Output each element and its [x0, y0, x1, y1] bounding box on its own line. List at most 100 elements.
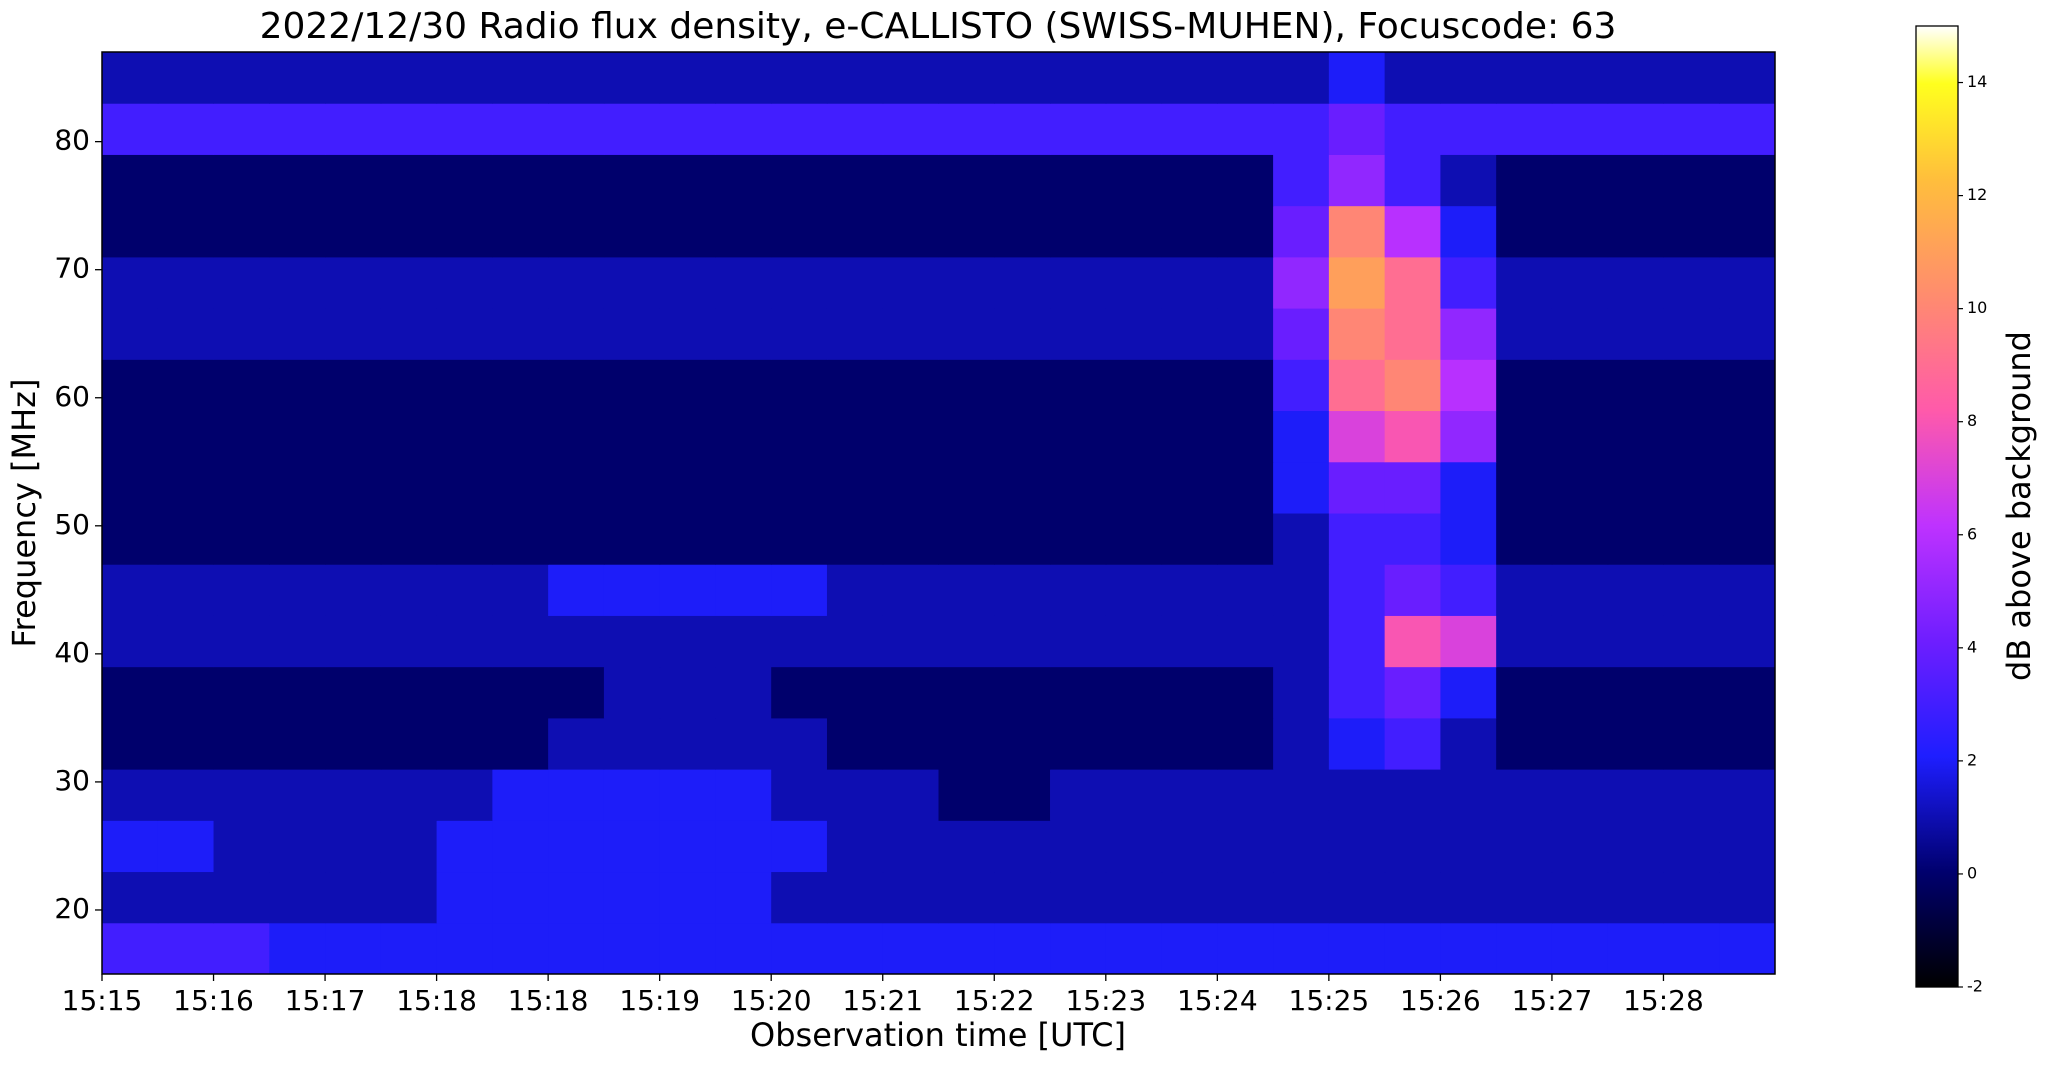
heat-cell — [102, 154, 159, 207]
heat-cell — [1161, 308, 1218, 360]
heat-cell — [1607, 52, 1664, 104]
heat-cell — [994, 820, 1051, 873]
heat-cell — [436, 820, 493, 873]
heat-cell — [1328, 820, 1386, 873]
heat-cell — [157, 820, 215, 873]
heat-cell — [882, 410, 939, 463]
x-axis-label: Observation time [UTC] — [750, 1016, 1126, 1054]
heat-cell — [1719, 871, 1776, 924]
heat-cell — [771, 52, 828, 104]
heat-cell — [1607, 154, 1664, 207]
heat-cell — [1384, 615, 1441, 668]
heat-cell — [1050, 922, 1107, 975]
heat-cell — [1663, 922, 1720, 975]
heat-cell — [1440, 461, 1497, 514]
heat-cell — [1551, 922, 1609, 975]
heat-cell — [157, 256, 215, 309]
heat-cell — [771, 359, 828, 412]
heat-cell — [938, 308, 995, 360]
heat-cell — [1273, 410, 1330, 463]
heat-cell — [1551, 205, 1609, 258]
heat-cell — [1105, 513, 1163, 565]
heat-cell — [715, 564, 772, 616]
heat-cell — [102, 205, 159, 258]
heat-cell — [1440, 871, 1497, 924]
heat-cell — [492, 154, 549, 207]
heat-cell — [1719, 666, 1776, 719]
heat-cell — [436, 513, 493, 565]
heat-cell — [1663, 103, 1720, 155]
heat-cell — [1496, 410, 1553, 463]
heat-cell — [492, 717, 549, 770]
heat-cell — [325, 359, 382, 412]
colorbar-tick-label: 12 — [1967, 185, 1987, 204]
heat-cell — [1105, 922, 1163, 975]
heat-cell — [325, 256, 382, 309]
heat-cell — [994, 564, 1051, 616]
heat-cell — [938, 769, 995, 821]
heat-cell — [1105, 256, 1163, 309]
heat-cell — [715, 308, 772, 360]
heat-cell — [102, 359, 159, 412]
heat-cell — [1719, 154, 1776, 207]
heat-cell — [436, 871, 493, 924]
heat-cell — [659, 359, 716, 412]
heat-cell — [1440, 513, 1497, 565]
heat-cell — [994, 205, 1051, 258]
heat-cell — [325, 205, 382, 258]
heat-cell — [1328, 410, 1386, 463]
heat-cell — [1719, 103, 1776, 155]
heat-cell — [1050, 154, 1107, 207]
heat-cell — [1328, 922, 1386, 975]
plot-frame — [101, 51, 1776, 975]
heat-cell — [1440, 103, 1497, 155]
heat-cell — [1328, 564, 1386, 616]
heat-cell — [1273, 564, 1330, 616]
heat-cell — [1384, 410, 1441, 463]
heat-cell — [269, 769, 326, 821]
heat-cell — [548, 922, 605, 975]
heat-cell — [1105, 820, 1163, 873]
colorbar-tick-label: 6 — [1967, 524, 1977, 543]
heat-cell — [213, 922, 270, 975]
heat-cell — [603, 615, 661, 668]
heat-cell — [1440, 615, 1497, 668]
heat-cell — [715, 103, 772, 155]
heat-cell — [325, 410, 382, 463]
heat-cell — [157, 308, 215, 360]
heat-cell — [1607, 820, 1664, 873]
heat-cell — [659, 769, 716, 821]
heat-cell — [269, 717, 326, 770]
heat-cell — [1217, 871, 1274, 924]
heat-cell — [1273, 769, 1330, 821]
heat-cell — [325, 717, 382, 770]
heat-cell — [492, 359, 549, 412]
heat-cell — [1050, 205, 1107, 258]
heat-cell — [882, 461, 939, 514]
heat-cell — [1719, 820, 1776, 873]
x-tick-label: 15:23 — [1065, 984, 1146, 1017]
colorbar — [1915, 25, 1959, 988]
heat-cell — [994, 871, 1051, 924]
heat-cell — [882, 52, 939, 104]
heat-cell — [1050, 256, 1107, 309]
heat-cell — [157, 359, 215, 412]
heat-cell — [938, 513, 995, 565]
heat-cell — [1551, 615, 1609, 668]
heat-cell — [715, 871, 772, 924]
heat-cell — [1050, 666, 1107, 719]
heat-cell — [1440, 308, 1497, 360]
heat-cell — [1607, 513, 1664, 565]
heat-cell — [1440, 564, 1497, 616]
heat-cell — [771, 256, 828, 309]
heat-cell — [1663, 769, 1720, 821]
heat-cell — [380, 922, 438, 975]
heat-cell — [1050, 461, 1107, 514]
heat-cell — [1607, 922, 1664, 975]
heat-cell — [603, 769, 661, 821]
heat-cell — [882, 154, 939, 207]
heat-cell — [213, 410, 270, 463]
heat-cell — [102, 666, 159, 719]
heat-cell — [1719, 308, 1776, 360]
